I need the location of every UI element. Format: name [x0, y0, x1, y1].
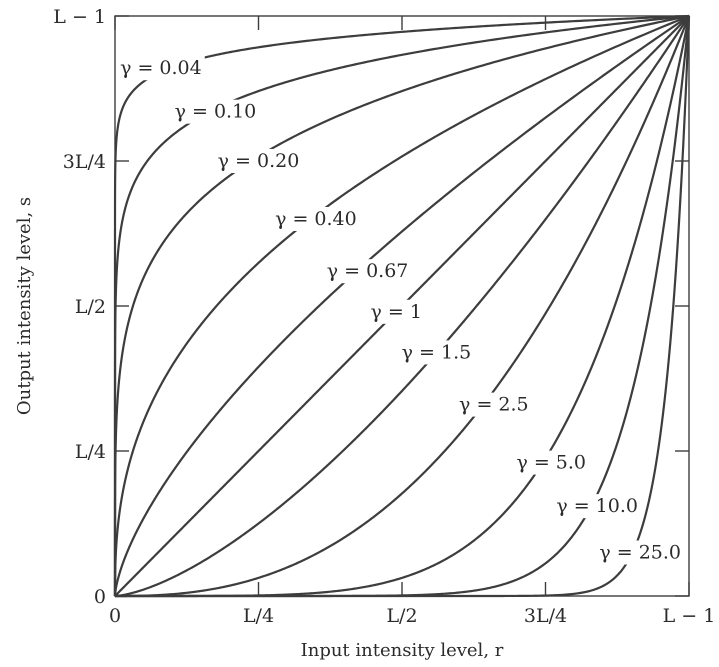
x-tick-label: 3L/4 — [524, 605, 567, 627]
x-tick-label: L/2 — [386, 605, 417, 627]
y-tick-label: L/2 — [75, 296, 106, 318]
x-tick-label: L/4 — [243, 605, 274, 627]
gamma-curve-label: γ = 10.0 — [556, 495, 638, 517]
gamma-curve-label: γ = 1.5 — [402, 341, 472, 363]
curve-label-background — [596, 540, 685, 565]
gamma-curve — [113, 15, 690, 596]
gamma-curve-label: γ = 0.20 — [218, 150, 300, 172]
gamma-curve — [114, 15, 690, 598]
gamma-curve-label: γ = 0.67 — [327, 260, 409, 282]
curve-label-background — [513, 450, 590, 475]
curve-labels: γ = 0.04 γ = 0.10 γ = 0.20 γ = 0.40 γ = 0.67… — [117, 56, 685, 565]
gamma-curve — [115, 15, 691, 598]
gamma-curve — [115, 15, 691, 598]
x-tick-label: 0 — [109, 605, 121, 627]
gamma-curve — [113, 14, 690, 596]
curve-label-background — [171, 99, 260, 124]
gamma-curve-label: γ = 0.10 — [175, 101, 257, 123]
curve-label-background — [214, 149, 303, 173]
x-tick-label: L − 1 — [663, 605, 716, 627]
gamma-curve — [113, 14, 690, 596]
gamma-curve-label: γ = 2.5 — [459, 394, 529, 416]
curve-label-background — [398, 340, 475, 365]
y-axis-label: Output intensity level, s — [14, 197, 35, 415]
curve-label-background — [323, 259, 412, 284]
y-tick-label: L/4 — [75, 441, 106, 463]
y-tick-label: L − 1 — [53, 6, 106, 28]
y-tick-label: 3L/4 — [63, 151, 106, 173]
curve-label-background — [367, 299, 425, 324]
curve-label-background — [456, 392, 532, 417]
curve-label-background — [553, 494, 641, 519]
gamma-curve-label: γ = 0.40 — [275, 208, 357, 230]
gamma-curve-label: γ = 5.0 — [516, 452, 586, 474]
gamma-curve-label: γ = 0.04 — [120, 57, 202, 79]
gamma-curve-label: γ = 1 — [371, 301, 422, 323]
gamma-curves — [113, 14, 691, 598]
tick-labels: 0 L/4 L/2 3L/4 L − 1 0 L/4 L/2 3L/4 L − 1 — [53, 6, 715, 627]
gamma-curve — [113, 14, 690, 596]
x-axis-label: Input intensity level, r — [301, 640, 504, 661]
y-tick-label: 0 — [94, 586, 106, 608]
curve-label-background — [117, 56, 205, 81]
gamma-curve-label: γ = 25.0 — [599, 542, 681, 564]
curve-label-background — [272, 207, 360, 231]
